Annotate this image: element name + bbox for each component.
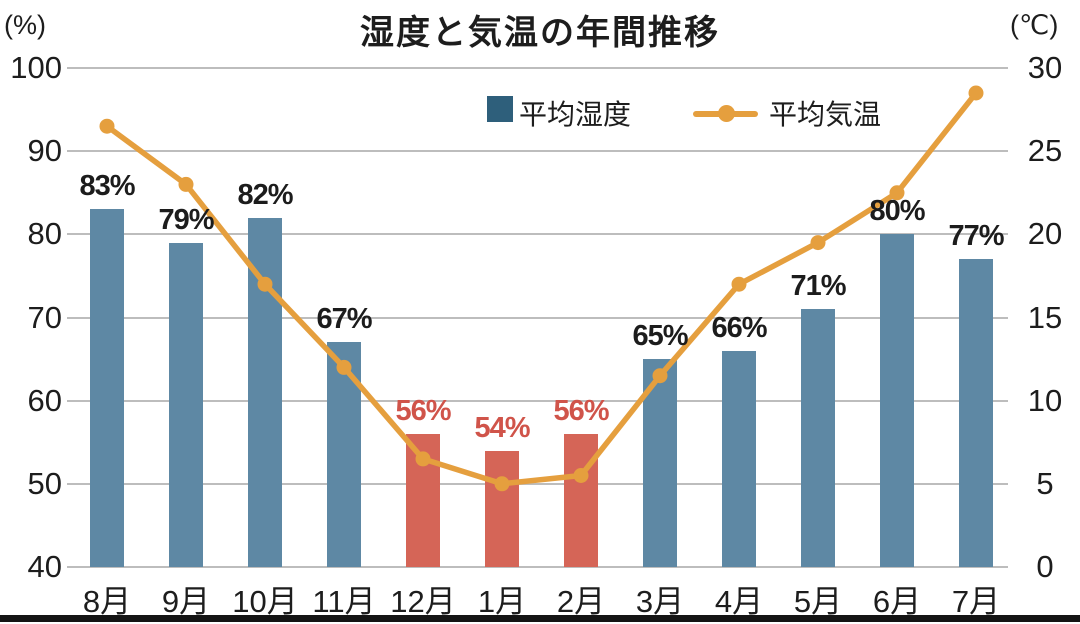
- gridline: [67, 566, 1008, 568]
- humidity-value-label: 56%: [553, 394, 609, 427]
- humidity-value-label: 79%: [158, 203, 214, 236]
- humidity-bar: [880, 234, 914, 567]
- right-axis-tick-label: 0: [1036, 549, 1054, 584]
- right-axis-tick-label: 25: [1027, 133, 1063, 169]
- x-axis-month-label: 7月: [951, 584, 1001, 619]
- x-axis-month-label: 9月: [161, 584, 211, 619]
- left-axis-tick-label: 40: [27, 549, 62, 584]
- humidity-bar: [801, 309, 835, 567]
- right-axis-tick-label: 10: [1027, 382, 1063, 418]
- temperature-point-marker: [810, 235, 826, 251]
- gridline: [67, 67, 1008, 69]
- left-axis-tick-label: 90: [27, 133, 62, 169]
- x-axis-month-label: 6月: [872, 584, 922, 619]
- humidity-bar: [485, 450, 519, 567]
- humidity-legend-swatch-icon: [487, 96, 513, 122]
- x-axis-month-label: 2月: [556, 584, 606, 619]
- footer-bar: [0, 615, 1080, 622]
- right-axis-tick-label: 30: [1027, 50, 1063, 85]
- x-axis-month-label: 4月: [714, 584, 764, 619]
- chart-title: 湿度と気温の年間推移: [360, 14, 720, 52]
- gridline: [67, 150, 1008, 153]
- x-axis-month-label: 1月: [477, 584, 527, 619]
- humidity-value-label: 80%: [869, 195, 925, 228]
- temperature-legend-dot-icon: [718, 105, 735, 122]
- humidity-bar: [169, 242, 203, 567]
- humidity-bar: [959, 259, 993, 567]
- left-axis-tick-label: 100: [10, 50, 62, 85]
- right-axis-tick-label: 15: [1027, 299, 1063, 335]
- left-axis-unit-label: (%): [4, 10, 46, 40]
- humidity-bar: [564, 433, 598, 567]
- gridline: [67, 399, 1008, 402]
- humidity-bar: [248, 217, 282, 567]
- right-axis-unit-label: (℃): [1010, 10, 1059, 40]
- temperature-point-marker: [178, 176, 194, 192]
- right-axis-tick-label: 5: [1036, 465, 1054, 501]
- left-axis-tick-label: 70: [27, 299, 62, 335]
- x-axis-month-label: 10月: [232, 584, 298, 619]
- x-axis-month-label: 12月: [390, 584, 456, 619]
- temperature-legend-label: 平均気温: [769, 99, 882, 130]
- left-axis-tick-label: 50: [27, 465, 62, 501]
- humidity-legend-label: 平均湿度: [519, 99, 632, 130]
- left-axis-tick-label: 80: [27, 216, 62, 252]
- humidity-value-label: 71%: [790, 270, 846, 303]
- humidity-bar: [406, 433, 440, 567]
- humidity-bar: [643, 359, 677, 567]
- right-axis-tick-label: 20: [1027, 216, 1063, 252]
- humidity-value-label: 67%: [316, 303, 372, 336]
- x-axis-month-label: 8月: [82, 584, 132, 619]
- gridline: [67, 316, 1008, 319]
- temperature-point-marker: [99, 118, 115, 134]
- humidity-value-label: 83%: [79, 170, 135, 203]
- humidity-value-label: 54%: [474, 411, 530, 444]
- humidity-bar: [327, 342, 361, 567]
- x-axis-month-label: 5月: [793, 584, 843, 619]
- humidity-bar: [90, 209, 124, 567]
- humidity-value-label: 56%: [395, 394, 451, 427]
- humidity-value-label: 65%: [632, 320, 688, 353]
- humidity-bar: [722, 350, 756, 567]
- left-axis-tick-label: 60: [27, 382, 62, 418]
- x-axis-month-label: 3月: [635, 584, 685, 619]
- gridline: [67, 482, 1008, 485]
- humidity-value-label: 77%: [948, 220, 1004, 253]
- x-axis-month-label: 11月: [312, 584, 376, 619]
- temperature-point-marker: [968, 85, 984, 101]
- temperature-point-marker: [731, 276, 747, 292]
- humidity-value-label: 82%: [237, 178, 293, 211]
- humidity-value-label: 66%: [711, 311, 767, 344]
